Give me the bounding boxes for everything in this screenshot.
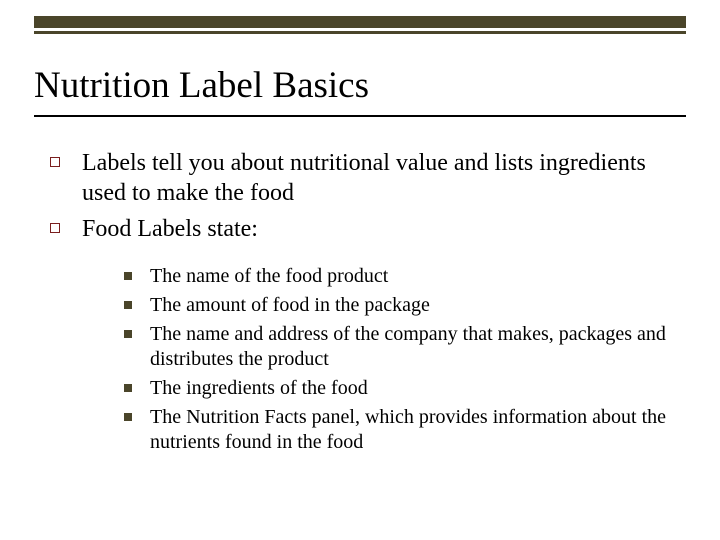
list-item-text: The ingredients of the food	[150, 376, 670, 401]
list-item-text: Labels tell you about nutritional value …	[82, 148, 670, 208]
slide: Nutrition Label Basics Labels tell you a…	[0, 0, 720, 540]
list-item: The Nutrition Facts panel, which provide…	[124, 405, 670, 455]
list-item: Food Labels state:	[50, 214, 670, 244]
square-filled-bullet-icon	[124, 330, 132, 338]
list-item-text: The amount of food in the package	[150, 293, 670, 318]
list-item: The amount of food in the package	[124, 293, 670, 318]
list-item: Labels tell you about nutritional value …	[50, 148, 670, 208]
square-outline-bullet-icon	[50, 157, 60, 167]
list-item: The name of the food product	[124, 264, 670, 289]
square-outline-bullet-icon	[50, 223, 60, 233]
square-filled-bullet-icon	[124, 413, 132, 421]
title-underline	[34, 115, 686, 117]
top-accent-bar	[34, 16, 686, 38]
list-item: The name and address of the company that…	[124, 322, 670, 372]
slide-title: Nutrition Label Basics	[34, 66, 686, 107]
list-item: The ingredients of the food	[124, 376, 670, 401]
top-bar-thin	[34, 31, 686, 34]
list-item-text: The name and address of the company that…	[150, 322, 670, 372]
square-filled-bullet-icon	[124, 272, 132, 280]
list-item-text: Food Labels state:	[82, 214, 670, 244]
list-item-text: The name of the food product	[150, 264, 670, 289]
square-filled-bullet-icon	[124, 301, 132, 309]
sub-list: The name of the food product The amount …	[124, 264, 670, 455]
top-bar-thick	[34, 16, 686, 28]
slide-content: Labels tell you about nutritional value …	[50, 148, 670, 459]
square-filled-bullet-icon	[124, 384, 132, 392]
list-item-text: The Nutrition Facts panel, which provide…	[150, 405, 670, 455]
